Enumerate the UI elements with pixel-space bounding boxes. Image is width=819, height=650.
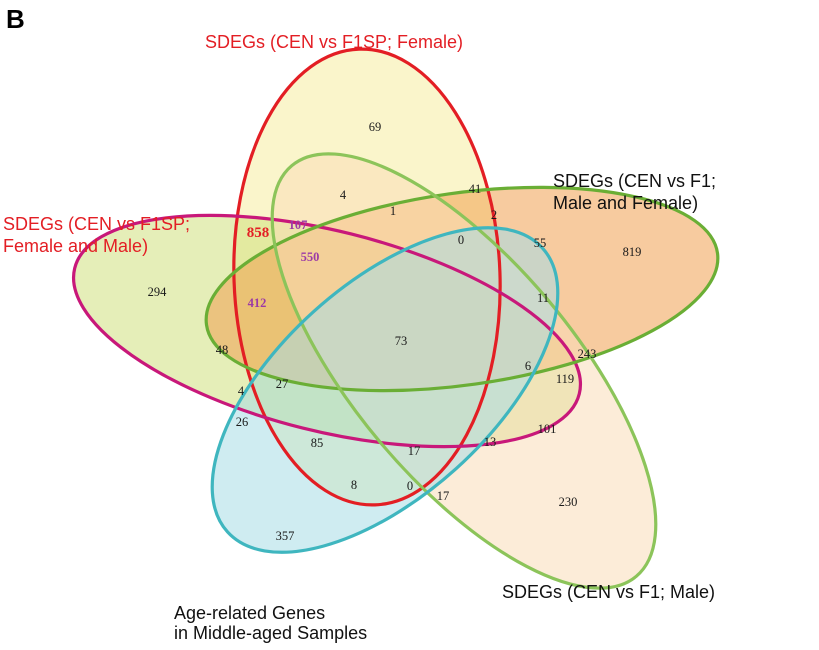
region-count: 8 bbox=[351, 478, 357, 492]
region-count: 819 bbox=[623, 245, 642, 259]
region-count: 11 bbox=[537, 291, 549, 305]
region-count: 73 bbox=[395, 334, 408, 348]
region-count: 294 bbox=[148, 285, 168, 299]
set-label-line: Female and Male) bbox=[3, 236, 148, 256]
region-count: 55 bbox=[534, 236, 547, 250]
set-label-cen_f1_male: SDEGs (CEN vs F1; Male) bbox=[502, 582, 715, 602]
region-count: 17 bbox=[408, 444, 421, 458]
region-count: 69 bbox=[369, 120, 382, 134]
region-count: 1 bbox=[390, 204, 396, 218]
region-count: 17 bbox=[437, 489, 450, 503]
set-label-line: Age-related Genes bbox=[174, 603, 325, 623]
region-count: 357 bbox=[276, 529, 295, 543]
region-count: 0 bbox=[458, 233, 464, 247]
region-count: 4 bbox=[340, 188, 347, 202]
region-count: 107 bbox=[289, 218, 308, 232]
set-label-cen_f1sp_both: SDEGs (CEN vs F1SP; Female and Male) bbox=[3, 214, 190, 256]
region-count: 230 bbox=[559, 495, 578, 509]
set-label-line: SDEGs (CEN vs F1; Male) bbox=[502, 582, 715, 602]
region-count: 6 bbox=[525, 359, 531, 373]
set-outline-cen_f1_both bbox=[204, 185, 720, 393]
set-label-cen_f1sp_female: SDEGs (CEN vs F1SP; Female) bbox=[205, 32, 463, 52]
region-count: 85 bbox=[311, 436, 324, 450]
region-count: 858 bbox=[247, 225, 270, 241]
venn-sets bbox=[71, 47, 720, 590]
region-count: 412 bbox=[248, 296, 267, 310]
set-label-line: in Middle-aged Samples bbox=[174, 623, 367, 643]
region-count: 0 bbox=[407, 479, 413, 493]
set-label-cen_f1_both: SDEGs (CEN vs F1; Male and Female) bbox=[553, 171, 716, 213]
venn-set-labels: SDEGs (CEN vs F1SP; Female) SDEGs (CEN vs… bbox=[3, 32, 716, 643]
region-count: 13 bbox=[484, 435, 497, 449]
set-outline-cen_f1sp_female bbox=[232, 47, 502, 507]
set-label-age_related: Age-related Genes in Middle-aged Samples bbox=[174, 603, 367, 643]
region-count: 41 bbox=[469, 182, 482, 196]
region-count: 26 bbox=[236, 415, 249, 429]
set-outline-cen_f1_male bbox=[270, 152, 658, 590]
region-count: 243 bbox=[578, 347, 597, 361]
region-count: 119 bbox=[556, 372, 574, 386]
panel-label: B bbox=[6, 4, 25, 34]
region-count: 550 bbox=[301, 250, 320, 264]
set-label-line: SDEGs (CEN vs F1; bbox=[553, 171, 716, 191]
set-outline-age_related bbox=[210, 226, 560, 554]
region-count: 48 bbox=[216, 343, 229, 357]
set-outline-cen_f1sp_both bbox=[71, 213, 583, 449]
set-label-line: Male and Female) bbox=[553, 193, 698, 213]
set-label-line: SDEGs (CEN vs F1SP; bbox=[3, 214, 190, 234]
region-count: 4 bbox=[238, 384, 245, 398]
region-count: 27 bbox=[276, 377, 289, 391]
set-label-line: SDEGs (CEN vs F1SP; Female) bbox=[205, 32, 463, 52]
region-count: 2 bbox=[491, 208, 497, 222]
region-count: 101 bbox=[538, 422, 557, 436]
